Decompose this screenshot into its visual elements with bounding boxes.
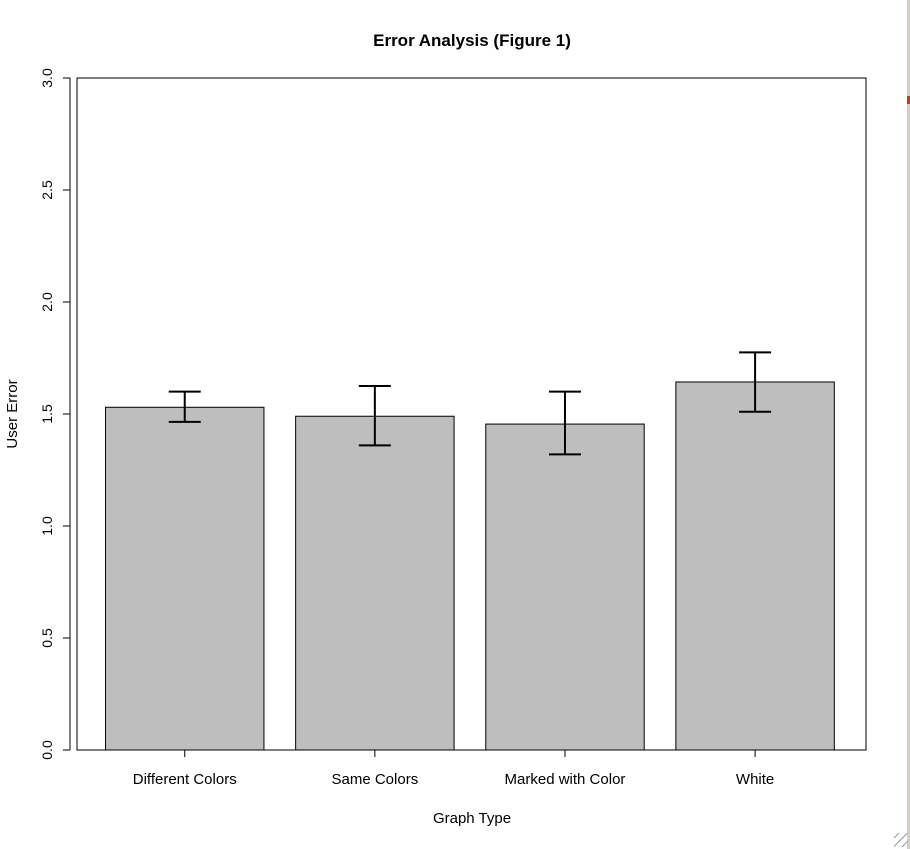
chart-title: Error Analysis (Figure 1) bbox=[373, 31, 571, 50]
resize-grip-icon[interactable] bbox=[894, 833, 908, 847]
y-axis: 0.0 0.5 1.0 1.5 2.0 2.5 3.0 bbox=[39, 68, 71, 760]
bar bbox=[675, 381, 835, 751]
y-axis-label: User Error bbox=[4, 379, 21, 448]
y-tick-label: 2.0 bbox=[39, 292, 55, 312]
window-right-edge bbox=[907, 0, 910, 849]
window-edge-marker bbox=[907, 96, 910, 104]
bar bbox=[295, 415, 455, 751]
y-tick-label: 3.0 bbox=[39, 68, 55, 88]
x-tick-label: Different Colors bbox=[133, 771, 237, 788]
x-tick-label: White bbox=[736, 771, 774, 788]
bars-group bbox=[105, 381, 835, 751]
x-axis: Different Colors Same Colors Marked with C… bbox=[133, 749, 774, 788]
bar bbox=[485, 423, 645, 751]
y-tick-label: 1.5 bbox=[39, 404, 55, 424]
bar bbox=[105, 406, 265, 751]
y-tick-label: 2.5 bbox=[39, 180, 55, 200]
y-tick-label: 1.0 bbox=[39, 516, 55, 536]
error-bars-group bbox=[168, 351, 772, 456]
x-axis-label: Graph Type bbox=[433, 810, 511, 827]
y-tick-label: 0.0 bbox=[39, 740, 55, 760]
x-tick-label: Same Colors bbox=[332, 771, 419, 788]
y-tick-label: 0.5 bbox=[39, 628, 55, 648]
x-tick-label: Marked with Color bbox=[505, 771, 626, 788]
